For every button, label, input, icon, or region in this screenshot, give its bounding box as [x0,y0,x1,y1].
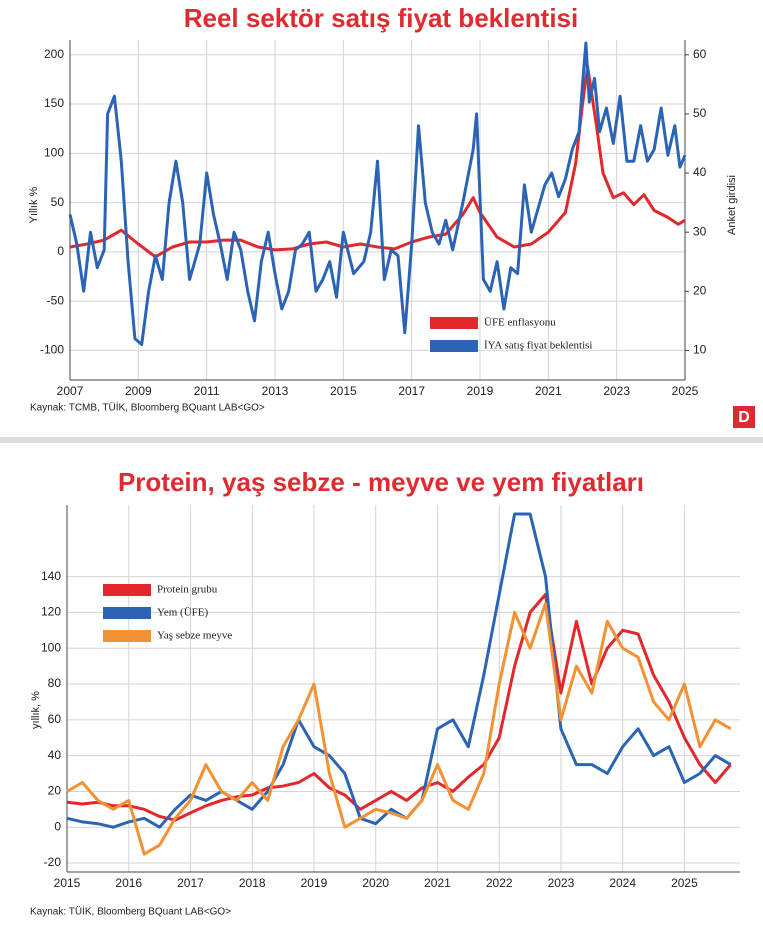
y-tick-label: 200 [44,47,64,61]
x-tick-label: 2019 [467,384,494,398]
logo: D [738,409,750,426]
y-tick-label: -100 [40,343,64,357]
x-tick-label: 2023 [603,384,630,398]
y-tick-label: 100 [44,146,64,160]
y-tick-label: 60 [48,712,62,726]
legend-label: Yaş sebze meyve [157,630,232,642]
x-tick-label: 2013 [262,384,289,398]
y-tick-label: 40 [48,748,62,762]
x-tick-label: 2015 [54,876,81,890]
plot: -20 0 20 40 60 80 100 120 140 2015 2016 2017 2018 201… [41,505,740,890]
x-tick-label: 2025 [672,384,699,398]
y2-tick-label: 20 [693,283,707,297]
y-axis-label: yıllık, % [30,691,42,729]
y-tick-label: -50 [47,293,65,307]
y-tick-label: 50 [51,195,65,209]
y-tick-label: -20 [44,855,62,869]
chart-title: Protein, yaş sebze - meyve ve yem fiyatl… [118,467,644,497]
series-line [66,602,732,856]
x-tick-label: 2021 [535,384,562,398]
legend-swatch [103,584,151,596]
legend-label: Yem (ÜFE) [157,607,208,619]
x-tick-label: 2007 [57,384,84,398]
series-line [66,593,732,822]
y-tick-label: 20 [48,784,62,798]
source: Kaynak: TCMB, TÜİK, Bloomberg BQuant LAB… [30,401,265,414]
x-tick-label: 2025 [671,876,698,890]
y-tick-label: 0 [54,819,61,833]
legend-label: İYA satış fiyat beklentisi [484,340,592,352]
legend-swatch [430,340,478,352]
y2-tick-label: 60 [693,47,707,61]
y2-tick-label: 30 [693,224,707,238]
plot: -100 -50 0 50 100 150 200 10 20 30 40 50 60 2007 2009 2… [40,40,707,398]
y-tick-label: 120 [41,605,61,619]
x-tick-label: 2021 [424,876,451,890]
x-tick-label: 2018 [239,876,266,890]
y2-axis-label: Anket girdisi [726,175,738,235]
legend-swatch [103,607,151,619]
series-line [66,512,732,829]
x-tick-label: 2009 [125,384,152,398]
y-tick-label: 80 [48,676,62,690]
y-tick-label: 100 [41,640,61,654]
y-axis-label: Yıllık % [28,186,40,223]
legend-label: ÜFE enflasyonu [484,317,556,329]
series-line [69,65,686,259]
y2-tick-label: 10 [693,343,707,357]
series-line [68,41,687,346]
logo-box [733,406,755,428]
x-tick-label: 2023 [548,876,575,890]
source: Kaynak: TÜİK, Bloomberg BQuant LAB<GO> [30,905,231,918]
x-tick-label: 2015 [330,384,357,398]
y-tick-label: 150 [44,96,64,110]
y-tick-label: 0 [57,244,64,258]
y2-tick-label: 40 [693,165,707,179]
x-tick-label: 2017 [177,876,204,890]
legend-swatch [430,317,478,329]
x-tick-label: 2019 [301,876,328,890]
x-tick-label: 2017 [398,384,425,398]
y2-tick-label: 50 [693,106,707,120]
x-tick-label: 2011 [194,384,220,398]
x-tick-label: 2020 [362,876,389,890]
chart-title: Reel sektör satış fiyat beklentisi [184,3,579,33]
x-tick-label: 2022 [486,876,513,890]
legend-swatch [103,630,151,642]
y-tick-label: 140 [41,569,61,583]
x-tick-label: 2016 [115,876,142,890]
x-tick-label: 2024 [609,876,636,890]
legend-label: Protein grubu [157,584,218,596]
